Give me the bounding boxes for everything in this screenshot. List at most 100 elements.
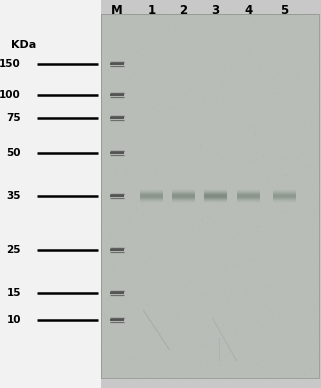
Point — [309, 128, 314, 135]
Point — [280, 120, 285, 126]
Point — [223, 265, 228, 271]
Point — [244, 325, 249, 331]
Point — [109, 136, 114, 142]
Point — [229, 369, 234, 376]
Point — [224, 155, 229, 161]
Point — [118, 311, 123, 317]
Point — [101, 109, 106, 116]
Point — [294, 44, 299, 50]
Point — [313, 160, 318, 166]
Point — [131, 173, 136, 180]
Point — [161, 369, 167, 375]
Point — [203, 168, 208, 175]
Point — [182, 271, 187, 277]
Point — [169, 321, 174, 327]
Point — [99, 192, 104, 199]
Point — [284, 319, 289, 325]
Point — [164, 368, 169, 374]
Point — [146, 55, 152, 62]
Point — [226, 327, 231, 334]
Point — [222, 291, 227, 298]
Point — [177, 346, 182, 353]
Point — [147, 342, 152, 348]
Point — [158, 123, 163, 130]
Point — [185, 159, 190, 165]
Point — [279, 296, 284, 302]
Point — [238, 54, 243, 61]
Point — [196, 320, 201, 326]
Point — [127, 190, 133, 196]
Point — [258, 349, 263, 355]
Point — [147, 276, 152, 282]
Point — [209, 24, 214, 30]
Point — [279, 354, 284, 360]
Point — [199, 253, 204, 259]
Point — [255, 265, 260, 271]
Point — [174, 168, 179, 174]
Point — [142, 49, 147, 55]
Point — [161, 270, 167, 276]
Point — [177, 149, 182, 155]
Point — [236, 322, 241, 329]
Point — [310, 282, 315, 288]
Point — [315, 231, 320, 237]
Point — [275, 157, 280, 163]
Point — [253, 158, 258, 164]
Point — [126, 75, 131, 81]
Point — [121, 272, 126, 278]
Point — [150, 66, 155, 72]
Point — [228, 181, 233, 187]
Point — [282, 52, 287, 59]
Point — [121, 292, 126, 298]
Point — [214, 85, 220, 91]
Point — [270, 268, 275, 274]
Point — [220, 69, 225, 75]
Point — [254, 149, 259, 155]
Point — [291, 141, 296, 147]
Point — [282, 243, 288, 249]
Point — [119, 133, 125, 139]
Point — [137, 247, 142, 253]
Point — [152, 130, 157, 136]
Point — [301, 239, 307, 245]
Point — [244, 322, 249, 328]
Point — [158, 43, 163, 49]
Point — [256, 196, 262, 202]
Point — [219, 205, 224, 211]
Point — [206, 291, 212, 297]
Point — [140, 72, 145, 78]
Point — [141, 270, 146, 276]
Point — [104, 353, 109, 359]
Point — [193, 111, 198, 117]
Point — [123, 312, 128, 318]
Point — [107, 61, 112, 67]
Point — [256, 23, 261, 29]
Point — [249, 228, 254, 234]
Point — [126, 340, 132, 346]
Point — [286, 265, 291, 271]
Point — [284, 48, 289, 54]
Point — [207, 307, 212, 313]
Point — [216, 225, 221, 231]
Point — [289, 284, 294, 291]
Point — [102, 365, 108, 371]
Point — [258, 162, 263, 168]
Point — [179, 222, 184, 229]
Point — [230, 17, 235, 23]
Point — [275, 172, 280, 178]
Point — [204, 69, 209, 76]
Point — [239, 324, 244, 330]
Point — [272, 36, 277, 42]
Point — [231, 273, 237, 279]
Point — [215, 173, 220, 180]
Point — [99, 110, 104, 116]
Point — [105, 146, 110, 152]
Point — [307, 173, 312, 180]
Point — [105, 339, 110, 345]
Point — [240, 230, 245, 236]
Point — [289, 193, 294, 199]
Point — [289, 152, 294, 158]
Point — [240, 307, 245, 313]
Point — [295, 92, 300, 99]
Point — [124, 23, 129, 29]
